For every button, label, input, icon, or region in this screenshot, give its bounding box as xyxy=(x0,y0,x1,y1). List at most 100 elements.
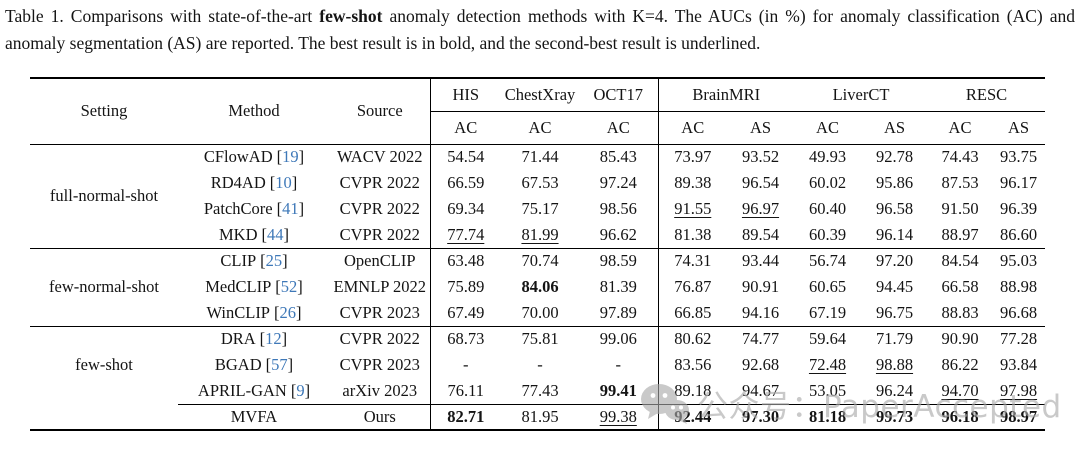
bracket: ] xyxy=(304,380,311,400)
auc-value: 96.97 xyxy=(741,199,780,218)
citation-link[interactable]: [57] xyxy=(266,355,294,374)
setting-cell: full-normal-shot xyxy=(49,186,159,205)
auc-value: 89.38 xyxy=(674,173,712,192)
source-cell: CVPR 2023 xyxy=(330,352,431,378)
auc-value: 74.31 xyxy=(658,247,727,274)
auc-value: 77.74 xyxy=(447,224,485,244)
auc-value: 66.59 xyxy=(447,173,485,192)
auc-value: 63.48 xyxy=(430,247,501,274)
auc-value: 70.00 xyxy=(521,302,559,322)
table-row: MedCLIP [52] EMNLP 2022 75.89 84.06 81.39… xyxy=(30,274,1045,300)
auc-value: 96.39 xyxy=(999,199,1038,218)
subheader-his-ac: AC xyxy=(454,117,478,137)
auc-value: 74.77 xyxy=(727,325,794,352)
auc-value: 67.49 xyxy=(447,302,485,322)
auc-value: 81.18 xyxy=(794,403,861,430)
auc-value: 93.75 xyxy=(999,147,1038,167)
citation-link[interactable]: [12] xyxy=(260,329,288,348)
citation-link[interactable]: [25] xyxy=(260,251,288,270)
col-header-chestxray: ChestXray xyxy=(501,78,579,112)
auc-value: 94.16 xyxy=(741,302,780,322)
citation-link[interactable]: [26] xyxy=(274,303,302,322)
auc-value: 82.71 xyxy=(430,403,501,430)
bracket: [ xyxy=(265,355,272,374)
auc-value: 88.98 xyxy=(999,277,1038,296)
auc-value: 87.53 xyxy=(941,173,979,192)
source-cell: CVPR 2022 xyxy=(330,325,431,352)
auc-value: 75.89 xyxy=(447,277,485,296)
subheader-brainmri-as: AS xyxy=(749,117,772,137)
auc-value: 73.97 xyxy=(674,147,712,167)
results-table-wrap: Setting Method Source HIS ChestXray OCT1… xyxy=(30,77,1046,431)
auc-value: 96.62 xyxy=(579,222,659,248)
source-cell: CVPR 2022 xyxy=(330,222,431,248)
results-table: Setting Method Source HIS ChestXray OCT1… xyxy=(30,77,1046,431)
auc-value: 95.03 xyxy=(992,247,1046,274)
auc-value: 76.11 xyxy=(447,380,484,400)
auc-value: 96.24 xyxy=(875,380,914,400)
auc-value: 99.38 xyxy=(579,403,659,430)
auc-value: 97.98 xyxy=(999,380,1038,400)
auc-value: 97.30 xyxy=(727,403,794,430)
auc-value: 81.38 xyxy=(674,224,712,244)
auc-value: 93.52 xyxy=(741,147,780,167)
auc-value: 89.54 xyxy=(741,224,780,244)
citation-link[interactable]: [44] xyxy=(262,225,290,244)
auc-value: 86.60 xyxy=(999,224,1038,244)
auc-value: 71.79 xyxy=(861,325,929,352)
col-header-resc: RESC xyxy=(928,78,1046,112)
table-row: BGAD [57] CVPR 2023 - - - 83.56 92.68 72.… xyxy=(30,352,1045,378)
bracket: [ xyxy=(260,251,266,271)
auc-value: - xyxy=(579,352,659,378)
auc-value: 99.73 xyxy=(861,403,929,430)
subheader-chestxray-ac: AC xyxy=(528,117,552,137)
subheader-oct17-ac: AC xyxy=(579,111,659,144)
auc-value: 49.93 xyxy=(808,147,847,167)
auc-value: 83.56 xyxy=(674,355,712,374)
setting-cell: few-shot xyxy=(30,325,178,404)
auc-value: 56.74 xyxy=(794,247,861,274)
caption-text-2: anomaly detection methods with K=4. The … xyxy=(5,6,1075,53)
citation-number: 10 xyxy=(275,173,292,192)
auc-value: 69.34 xyxy=(447,199,485,218)
bracket: [ xyxy=(274,302,280,322)
method-name: BGAD xyxy=(214,355,262,374)
col-header-liverct: LiverCT xyxy=(794,78,929,112)
auc-value: 84.06 xyxy=(521,277,559,296)
table-caption: Table 1. Comparisons with state-of-the-a… xyxy=(5,3,1075,56)
source-cell: Ours xyxy=(330,403,431,430)
method-name: CFlowAD xyxy=(203,147,273,167)
auc-value: 94.67 xyxy=(741,380,780,400)
method-name: APRIL-GAN xyxy=(197,380,287,400)
citation-link[interactable]: [9] xyxy=(291,381,310,400)
auc-value: 60.39 xyxy=(808,224,847,244)
source-cell: OpenCLIP xyxy=(330,247,431,274)
auc-value: 74.43 xyxy=(941,147,979,167)
auc-value: 94.45 xyxy=(875,277,914,296)
auc-value: 98.88 xyxy=(875,355,914,374)
auc-value: 60.40 xyxy=(808,199,847,218)
auc-value: 67.53 xyxy=(521,173,559,192)
citation-link[interactable]: [52] xyxy=(275,277,303,296)
col-header-his: HIS xyxy=(430,78,501,112)
table-row: WinCLIP [26] CVPR 2023 67.49 70.00 97.89 … xyxy=(30,300,1045,326)
citation-link[interactable]: [41] xyxy=(277,199,305,218)
header-row-metrics: AC AC AC AC AS AC AS AC AS xyxy=(30,111,1045,144)
col-header-method: Method xyxy=(228,101,280,121)
method-cell: APRIL-GAN [9] xyxy=(178,378,330,404)
method-cell: BGAD [57] xyxy=(178,352,330,378)
auc-value: 60.02 xyxy=(808,173,847,192)
auc-value: - xyxy=(537,355,543,374)
table-row: full-normal-shot CFlowAD [19] WACV 2022 5… xyxy=(30,144,1045,205)
auc-value: 53.05 xyxy=(808,380,847,400)
source-cell: arXiv 2023 xyxy=(330,378,431,404)
auc-value: 96.17 xyxy=(999,173,1038,192)
citation-number: 26 xyxy=(279,302,297,322)
subheader-resc-ac: AC xyxy=(948,117,972,137)
citation-link[interactable]: [19] xyxy=(277,147,305,166)
col-header-setting: Setting xyxy=(80,101,128,121)
citation-link[interactable]: [10] xyxy=(270,173,298,192)
col-header-source: Source xyxy=(330,78,431,144)
citation-number: 52 xyxy=(280,277,298,296)
auc-value: 90.91 xyxy=(741,277,780,296)
